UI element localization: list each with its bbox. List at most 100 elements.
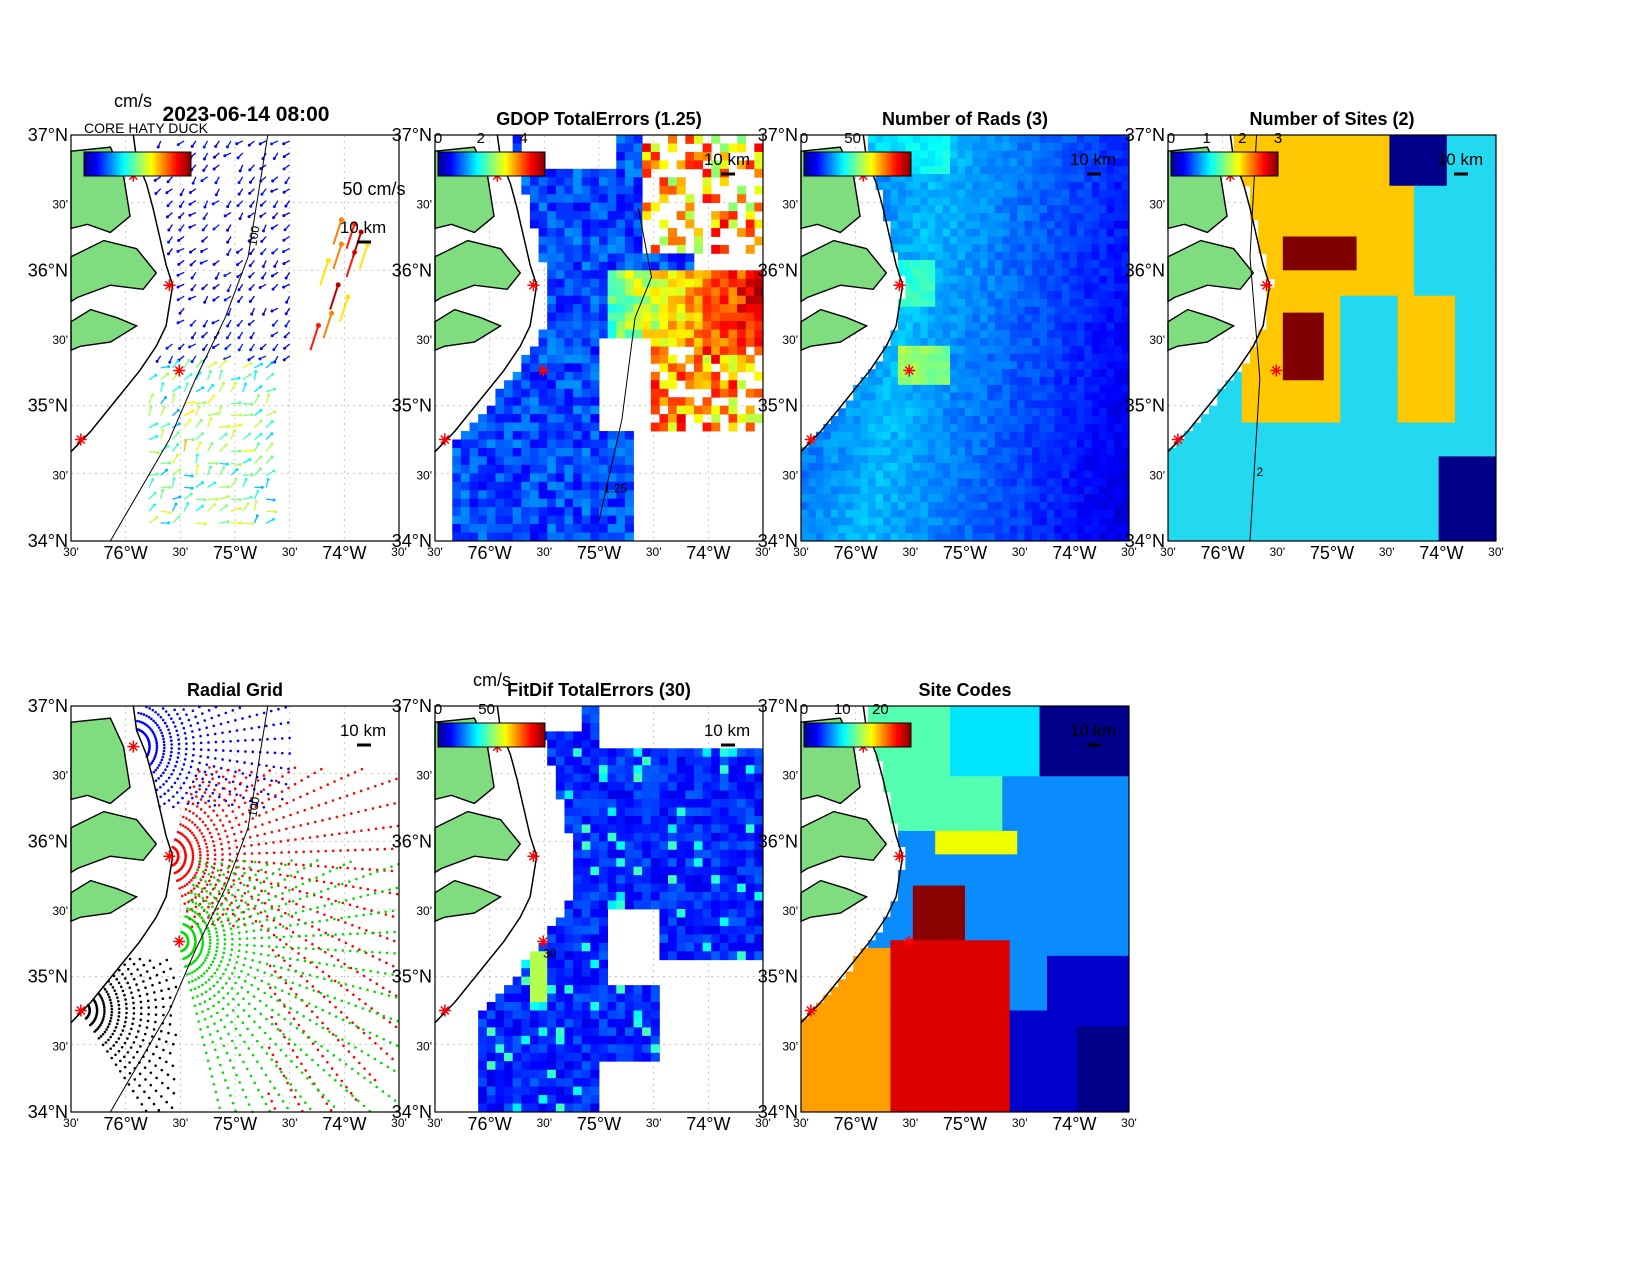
gdop-cell <box>659 160 669 170</box>
current-vector-head <box>178 204 182 208</box>
site-count-cell <box>1291 312 1300 322</box>
gdop-cell <box>737 354 747 364</box>
rad-count-cell <box>957 361 966 370</box>
rad-count-cell <box>845 439 854 448</box>
gdop-cell <box>547 380 557 390</box>
rad-count-cell <box>1076 462 1085 472</box>
site-count-cell <box>1274 270 1284 280</box>
rad-count-cell <box>912 439 921 448</box>
rad-count-cell <box>1009 166 1018 175</box>
rad-count-cell <box>860 486 869 495</box>
rad-count-cell <box>1047 236 1055 245</box>
rad-count-cell <box>1084 416 1093 425</box>
rad-count-cell <box>1099 244 1108 253</box>
gdop-cell <box>633 202 643 212</box>
gdop-cell <box>512 524 522 533</box>
current-vector-head <box>283 346 287 350</box>
rad-count-cell <box>1114 400 1122 409</box>
site-count-cell <box>1250 380 1259 390</box>
gdop-cell <box>460 456 470 466</box>
site-count-cell <box>1463 397 1472 407</box>
rad-count-cell <box>950 377 958 386</box>
current-vector-head <box>203 498 207 502</box>
rad-count-cell <box>1121 244 1130 253</box>
rad-count-cell <box>965 408 973 417</box>
rad-count-cell <box>1099 267 1108 276</box>
site-count-cell <box>1455 304 1464 314</box>
site-count-cell <box>1348 363 1357 373</box>
rad-count-cell <box>957 259 966 269</box>
gdop-cell <box>711 380 721 390</box>
site-count-cell <box>1266 219 1275 229</box>
current-vector-head <box>237 192 241 196</box>
rad-count-cell <box>935 501 944 511</box>
site-count-cell <box>1209 422 1218 432</box>
rad-count-cell <box>1009 330 1018 339</box>
rad-count-cell <box>1076 228 1085 237</box>
gdop-cell <box>538 194 548 204</box>
rad-count-cell <box>845 455 854 464</box>
gdop-cell <box>711 219 721 229</box>
rad-count-cell <box>1047 275 1055 284</box>
current-vector-head <box>260 239 264 243</box>
site-count-cell <box>1266 329 1275 339</box>
site-count-cell <box>1455 329 1464 339</box>
site-count-cell <box>1315 244 1325 254</box>
rad-count-cell <box>1084 392 1093 401</box>
rad-count-cell <box>1017 423 1026 433</box>
rad-count-cell <box>920 470 929 479</box>
current-vector-head <box>271 251 275 255</box>
rad-count-cell <box>1024 166 1033 175</box>
site-count-cell <box>1373 338 1382 347</box>
rad-count-cell <box>994 298 1003 308</box>
rad-count-cell <box>1032 533 1040 542</box>
gdop-cell <box>702 177 712 187</box>
site-count-cell <box>1487 371 1497 381</box>
gdop-cell <box>607 287 617 297</box>
site-count-cell <box>1487 261 1497 271</box>
rad-count-cell <box>1002 338 1011 347</box>
rad-count-cell <box>868 462 876 472</box>
current-vector-head <box>211 321 215 325</box>
rad-count-cell <box>1099 400 1108 409</box>
rad-count-cell <box>905 197 914 206</box>
site-count-cell <box>1463 321 1472 330</box>
gdop-cell <box>581 261 591 271</box>
rad-count-cell <box>897 447 906 456</box>
current-vector-head <box>267 393 271 397</box>
rad-count-cell <box>1024 236 1033 245</box>
rad-count-cell <box>935 252 944 261</box>
site-count-cell <box>1455 405 1464 415</box>
site-count-cell <box>1479 160 1489 170</box>
rad-count-cell <box>808 517 817 526</box>
gdop-cell <box>590 431 600 440</box>
gdop-cell <box>685 202 695 212</box>
rad-count-cell <box>1069 298 1078 308</box>
gdop-cell <box>737 329 747 339</box>
longitude-tick-label: 75°W <box>577 543 621 563</box>
current-vector <box>206 418 212 428</box>
rad-count-cell <box>965 267 973 276</box>
site-count-cell <box>1225 414 1234 423</box>
site-count-cell <box>1291 397 1300 407</box>
site-count-cell <box>1430 354 1439 364</box>
radar-site-marker <box>527 279 540 292</box>
rad-count-cell <box>1032 455 1040 464</box>
gdop-cell <box>624 253 634 263</box>
gdop-cell <box>676 270 686 280</box>
rad-count-cell <box>920 509 929 518</box>
gdop-cell <box>555 202 565 212</box>
rad-count-cell <box>1061 345 1070 355</box>
site-count-cell <box>1381 354 1390 364</box>
site-count-cell <box>1414 160 1423 170</box>
current-vector <box>265 394 270 404</box>
gdop-cell <box>469 473 479 483</box>
rad-count-cell <box>853 494 862 503</box>
current-vector-head <box>282 358 286 362</box>
site-count-cell <box>1422 397 1431 407</box>
rad-count-cell <box>1099 314 1108 323</box>
site-count-cell <box>1258 363 1267 373</box>
rad-count-cell <box>1099 447 1108 456</box>
current-vector-head <box>226 324 230 328</box>
site-count-cell <box>1307 304 1316 314</box>
